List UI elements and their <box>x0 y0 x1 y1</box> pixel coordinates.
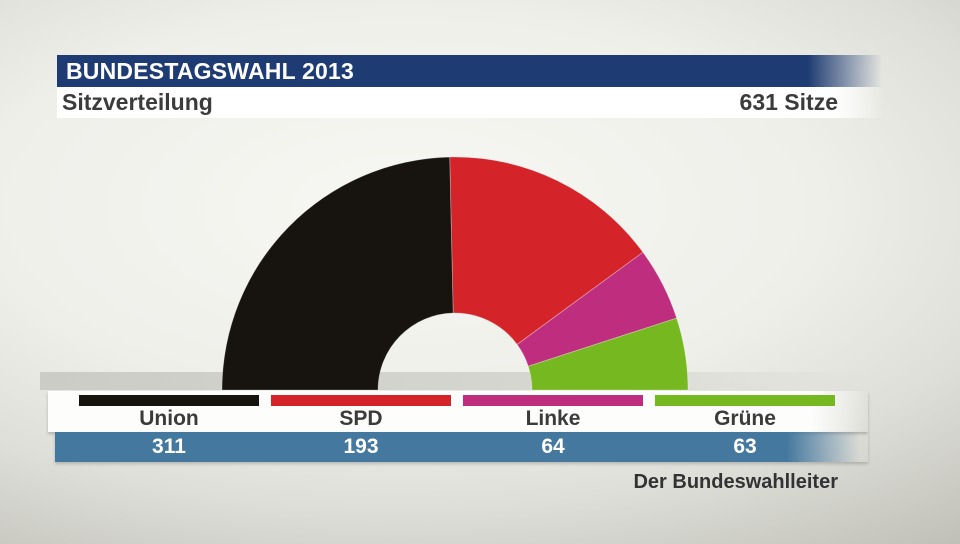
title-bar: BUNDESTAGSWAHL 2013 <box>57 55 882 87</box>
seat-count-linke: 64 <box>541 435 565 458</box>
seat-count-union: 311 <box>152 435 186 458</box>
party-label-spd: SPD <box>339 407 383 430</box>
source-credit: Der Bundeswahlleiter <box>633 471 838 493</box>
total-seats-label: 631 Sitze <box>739 89 838 115</box>
values-bar <box>55 432 868 462</box>
gruene-color-swatch <box>655 395 835 406</box>
chart-title: Sitzverteilung <box>62 89 213 115</box>
legend-swatch-row <box>73 395 841 406</box>
donut-segment-union <box>221 156 454 391</box>
legend-item <box>265 395 457 406</box>
donut-segment-spd <box>449 156 644 346</box>
seat-count-spd: 193 <box>343 435 379 458</box>
subtitle-bar: Sitzverteilung 631 Sitze <box>57 87 884 118</box>
chart-floor-band <box>40 372 870 390</box>
union-color-swatch <box>79 395 259 406</box>
page-title: BUNDESTAGSWAHL 2013 <box>66 58 354 84</box>
legend-name-row: Union SPD Linke Grüne <box>73 406 841 432</box>
party-label-gruene: Grüne <box>714 407 776 430</box>
legend-item <box>649 395 841 406</box>
linke-color-swatch <box>463 395 643 406</box>
legend-item <box>457 395 649 406</box>
donut-segment-linke <box>516 251 678 367</box>
party-label-linke: Linke <box>525 407 581 430</box>
seat-count-gruene: 63 <box>733 435 757 458</box>
seat-values-row: 311 193 64 63 <box>73 432 841 462</box>
spd-color-swatch <box>271 395 451 406</box>
legend-item <box>73 395 265 406</box>
party-label-union: Union <box>139 407 199 430</box>
